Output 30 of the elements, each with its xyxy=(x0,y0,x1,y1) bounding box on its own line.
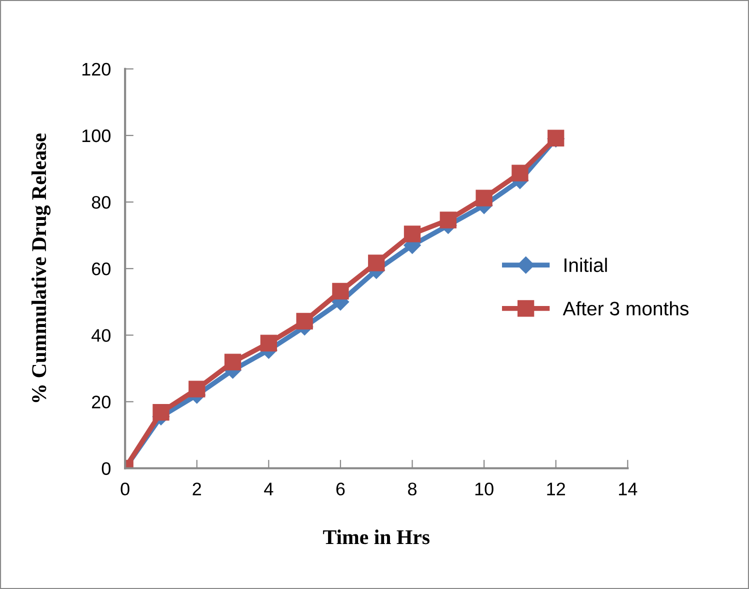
x-tick-label: 10 xyxy=(475,482,494,496)
point xyxy=(224,354,242,370)
point xyxy=(512,164,528,182)
point xyxy=(368,254,385,272)
point xyxy=(476,190,492,206)
x-tick-label: 0 xyxy=(120,482,130,496)
y-tick-label: 80 xyxy=(92,196,110,209)
point xyxy=(296,312,313,330)
x-tick-label: 14 xyxy=(619,482,638,496)
point xyxy=(188,380,206,398)
x-axis-title: Time in Hrs xyxy=(323,530,430,544)
y-tick-label: 20 xyxy=(92,396,110,408)
point xyxy=(332,282,349,300)
point xyxy=(152,404,170,421)
y-tick-label: 40 xyxy=(92,329,110,342)
y-tick-label: 120 xyxy=(82,62,110,76)
x-tick-label: 4 xyxy=(264,482,274,496)
x-tick-label: 8 xyxy=(408,482,417,496)
x-tick-label: 6 xyxy=(336,482,345,496)
y-tick-label: 60 xyxy=(92,262,110,276)
y-tick-label: 100 xyxy=(82,129,110,142)
x-tick-label: 12 xyxy=(547,482,565,496)
y-axis-title: % Cummulative Drug Release xyxy=(31,133,51,402)
point xyxy=(404,226,421,242)
point xyxy=(260,334,278,352)
legend-label: Initial xyxy=(564,258,607,272)
y-tick-label: 0 xyxy=(102,462,110,475)
x-tick-label: 2 xyxy=(192,482,201,496)
legend-label: After 3 months xyxy=(562,301,689,316)
point xyxy=(440,212,457,228)
